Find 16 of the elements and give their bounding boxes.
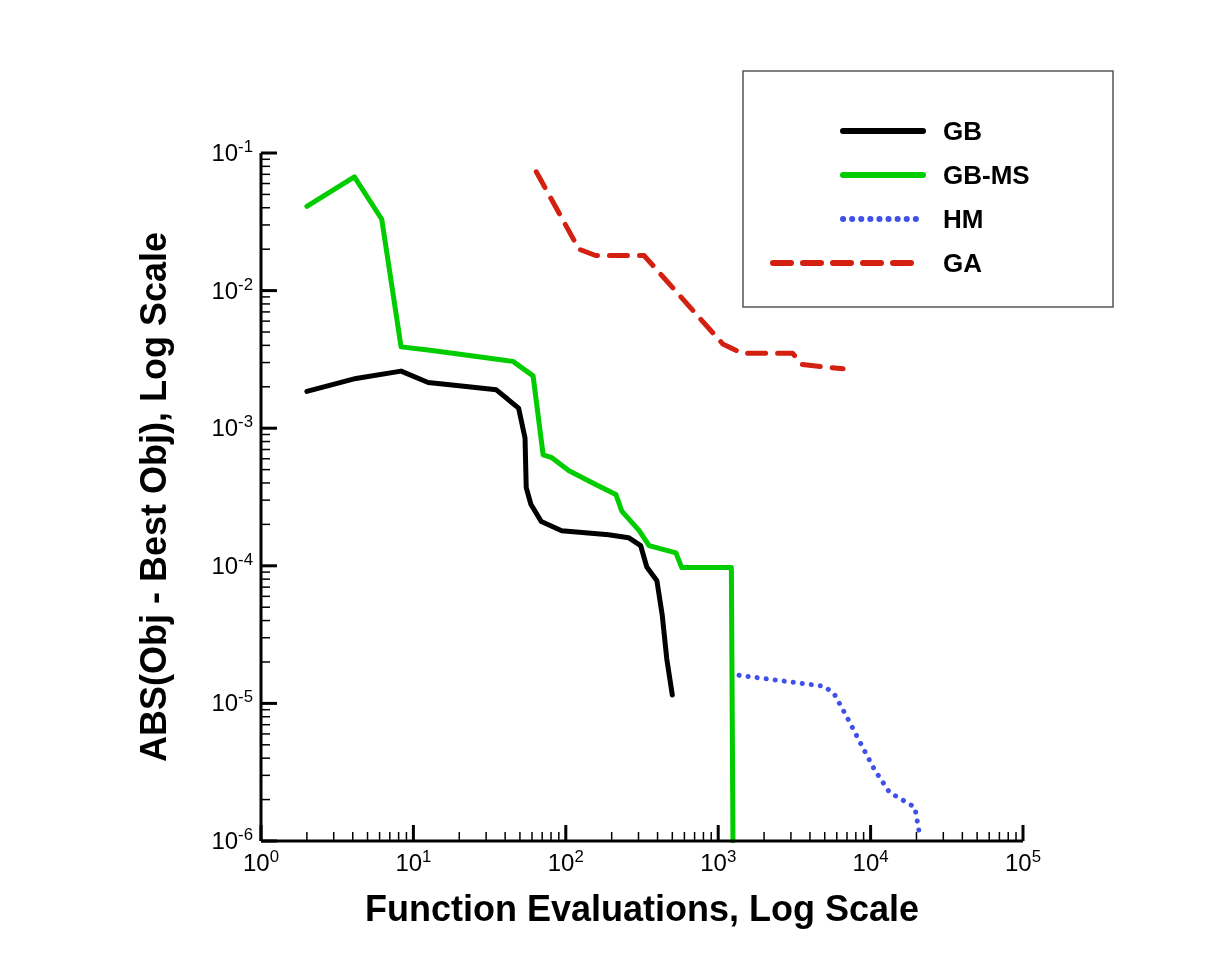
y-axis-title: ABS(Obj - Best Obj), Log Scale (133, 231, 174, 763)
y-tick-label: 10$^{-1}$ (211, 136, 253, 166)
x-axis-title: Function Evaluations, Log Scale (364, 888, 920, 929)
legend-label: GB (943, 116, 982, 146)
legend-label: GB-MS (943, 160, 1030, 190)
x-tick-label: 10$^{5}$ (1004, 846, 1042, 876)
x-tick-label: 10$^{1}$ (395, 846, 432, 876)
y-tick-label: 10$^{-5}$ (211, 686, 253, 717)
y-tick-label: 10$^{-4}$ (211, 549, 253, 579)
y-tick-label: 10$^{-2}$ (211, 274, 253, 304)
x-tick-label: 10$^{3}$ (700, 846, 737, 876)
x-tick-label: 10$^{2}$ (547, 846, 584, 876)
y-tick-label: 10$^{-3}$ (211, 411, 253, 442)
text: GA (943, 248, 983, 278)
legend-label: HM (943, 204, 984, 234)
x-tick-label: 10$^{4}$ (852, 846, 889, 876)
